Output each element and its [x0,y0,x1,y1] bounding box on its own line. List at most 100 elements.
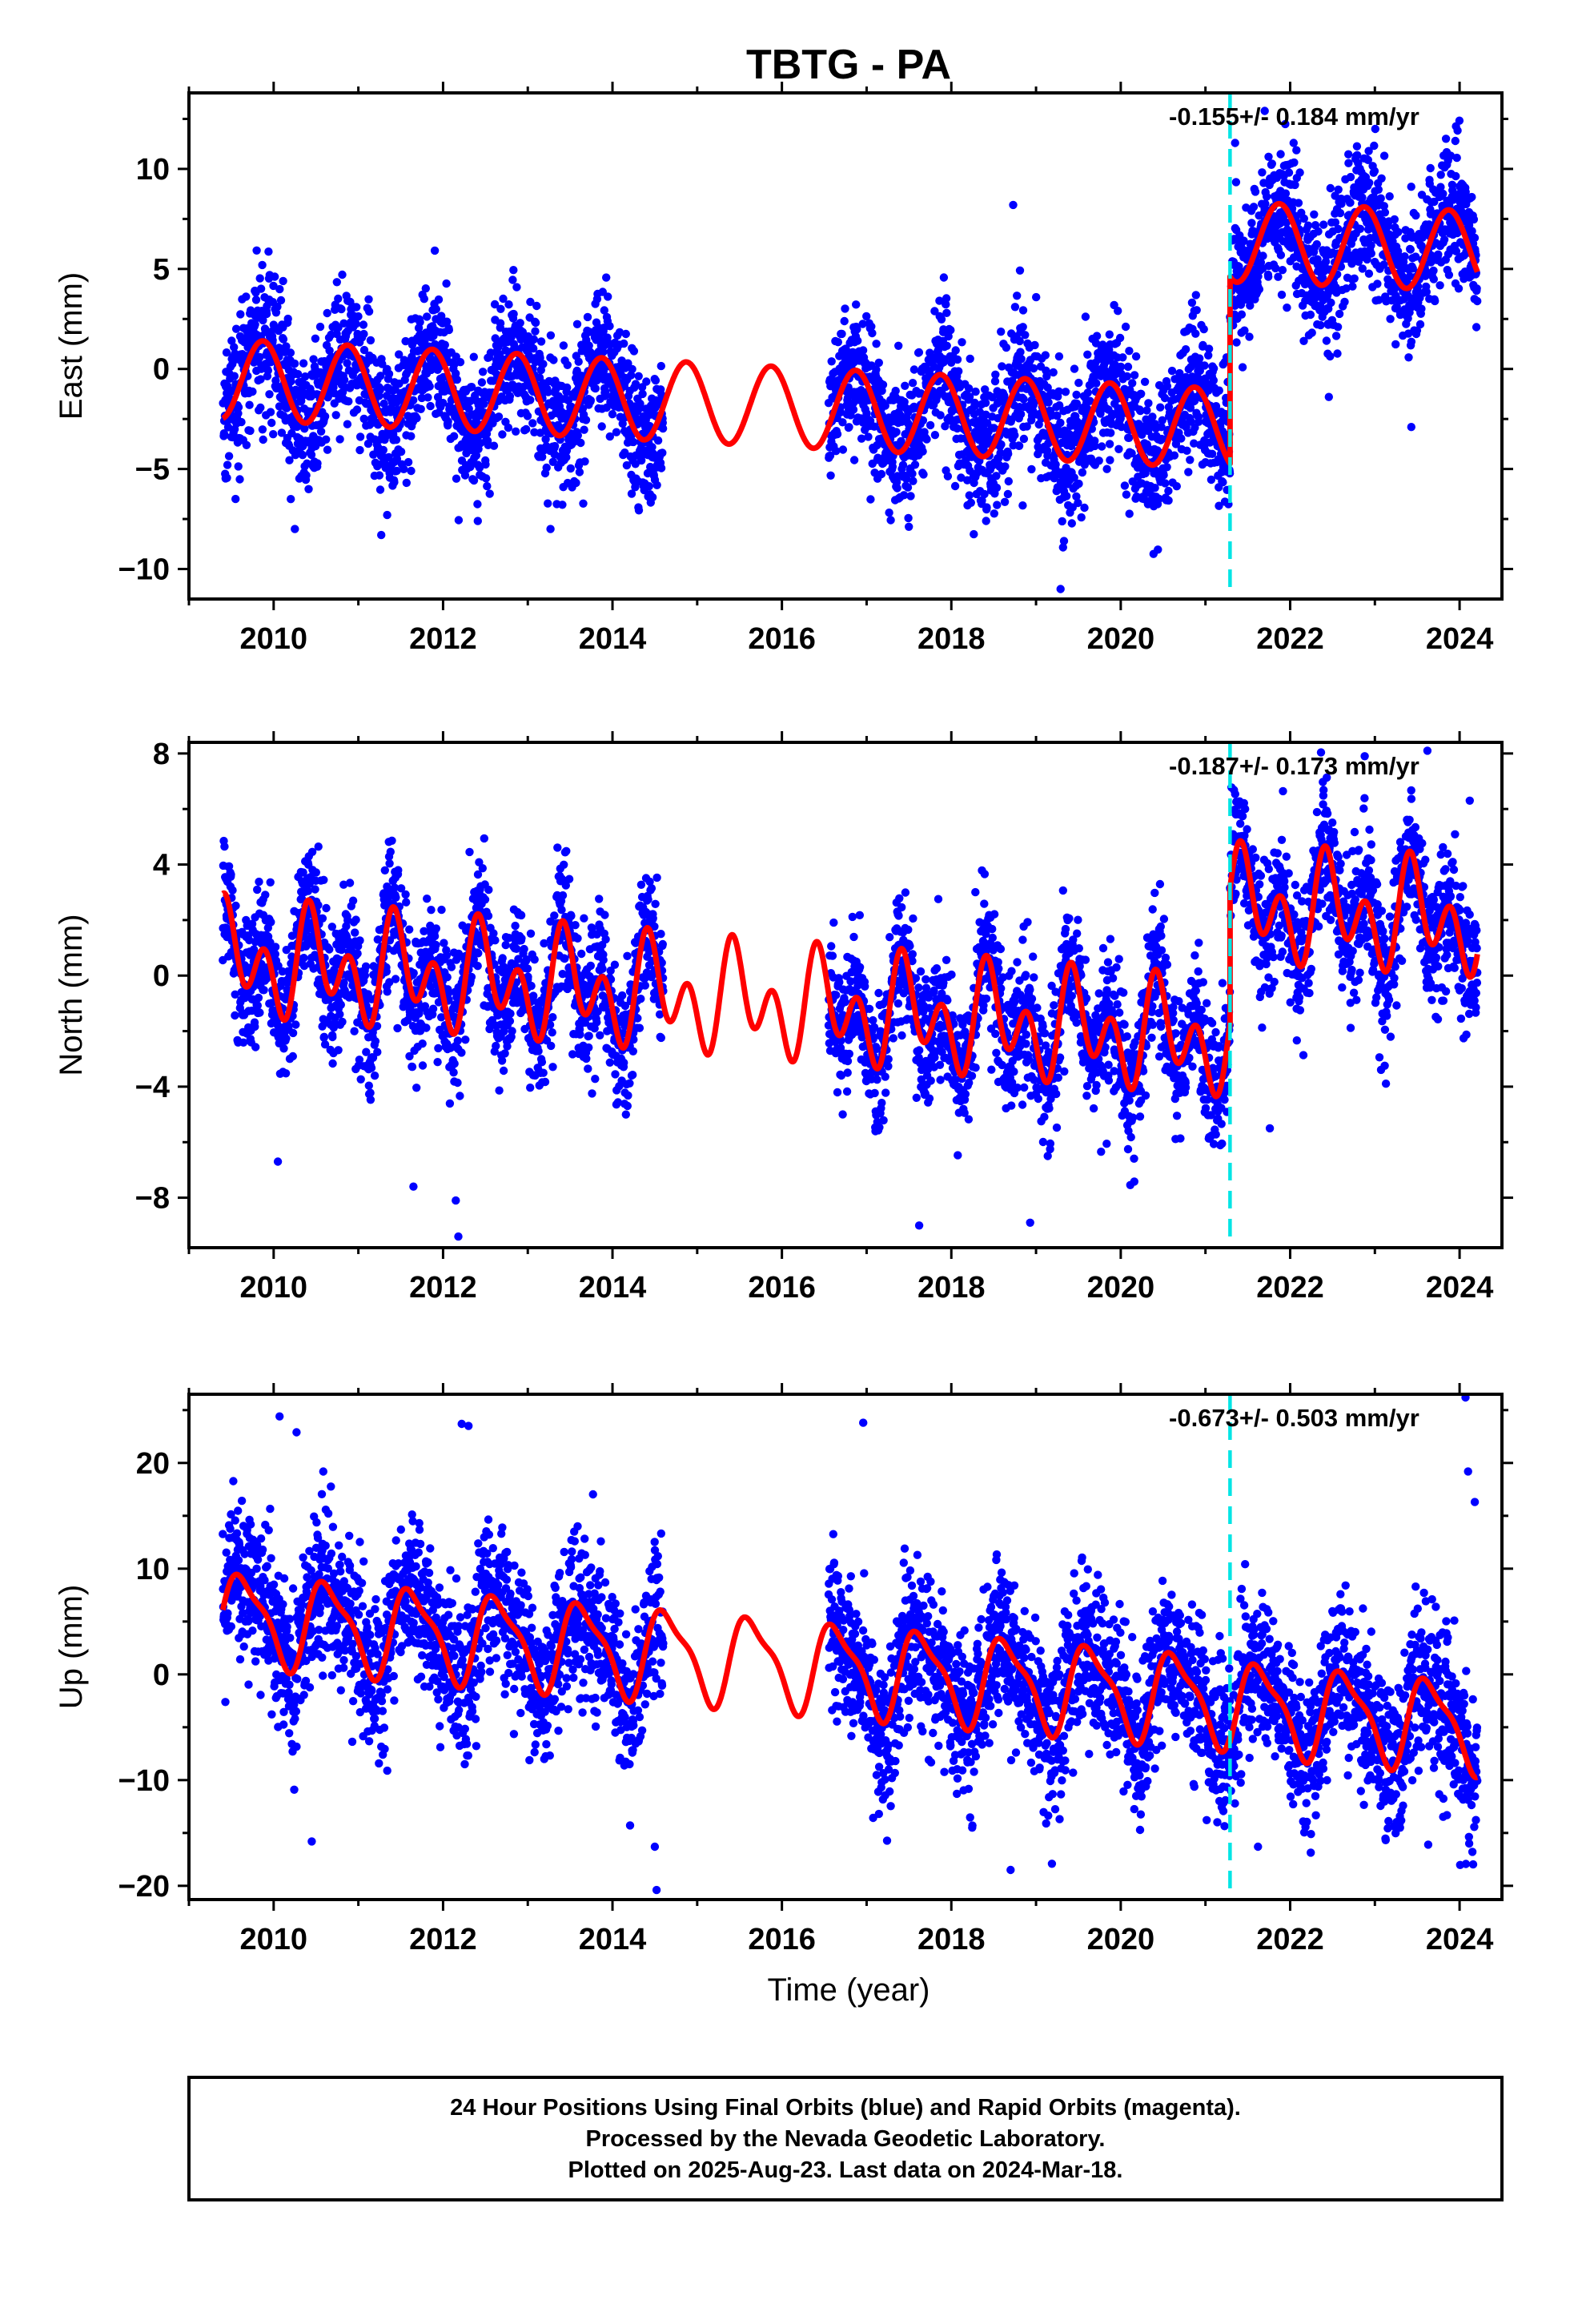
data-point [1043,383,1052,392]
data-point [849,456,859,464]
data-point [1106,456,1114,464]
data-point [1172,482,1182,491]
data-point [311,441,320,451]
x-tick-label: 2018 [917,622,986,656]
data-point [615,328,624,337]
data-point [287,495,295,504]
data-point [1452,153,1461,163]
data-point [957,473,966,482]
data-point [583,312,592,322]
data-point [1124,433,1134,442]
data-point [896,411,905,420]
data-point [941,422,950,431]
data-point [1122,372,1132,381]
data-point [919,470,928,479]
data-point [489,441,499,450]
data-point [328,1059,337,1068]
data-point [345,879,355,887]
data-point [356,1075,365,1084]
data-point [1344,150,1353,159]
data-point [966,498,976,507]
data-point [247,919,257,928]
data-point [939,273,949,282]
data-point [908,379,917,388]
data-point [1472,284,1481,293]
data-point [1105,440,1114,448]
data-point [616,412,624,421]
data-point [1295,168,1304,177]
data-point [1091,339,1101,348]
data-point [642,377,651,386]
data-point [1029,364,1038,373]
data-point [1192,306,1201,315]
data-point [237,417,246,427]
x-tick-label: 2016 [748,622,816,656]
data-point [375,471,384,480]
data-point [1154,494,1164,504]
data-point [651,376,661,385]
data-point [1331,332,1341,340]
data-point [516,319,524,328]
data-point [656,464,666,472]
data-point [228,886,237,895]
data-point [1215,386,1224,395]
data-point [901,381,909,390]
data-point [892,477,901,487]
data-point [978,496,986,505]
data-point [334,294,343,304]
data-point [405,1051,414,1061]
data-point [242,440,251,449]
data-point [277,428,287,437]
data-point [1136,406,1145,416]
data-point [1306,310,1315,320]
data-point [1452,247,1461,255]
data-point [1276,251,1286,259]
data-point [1238,363,1247,372]
data-point [230,372,239,380]
data-point [1118,353,1127,362]
y-tick-label: 5 [153,253,170,287]
data-point [1177,434,1186,443]
data-point [255,274,264,283]
data-point [539,360,548,368]
data-point [443,317,452,326]
data-point [1077,513,1086,522]
data-point [1415,320,1425,329]
data-point [827,357,836,366]
data-point [1058,543,1068,552]
data-point [868,328,877,338]
data-point [544,499,552,508]
data-point [906,492,915,501]
data-point [910,460,920,469]
data-point [970,529,978,539]
data-point [299,961,309,971]
data-point [947,358,956,367]
data-point [1021,331,1030,340]
data-point [1123,362,1133,372]
x-tick-label: 2012 [409,622,477,656]
data-point [396,884,406,893]
data-point [386,847,395,856]
data-point [1072,492,1081,501]
data-point [423,312,432,321]
data-point [1030,340,1039,350]
data-point [1204,351,1213,360]
data-point [338,270,347,279]
data-point [424,393,432,402]
data-point [1231,178,1241,187]
data-point [1000,497,1010,506]
data-point [1291,180,1299,190]
data-point [1125,509,1134,518]
data-point [220,431,229,440]
data-point [970,398,979,408]
data-point [562,452,571,462]
data-point [1340,297,1349,307]
data-point [359,320,368,329]
north-positions [219,746,1482,1241]
data-point [965,392,974,401]
data-point [1074,479,1083,489]
data-point [559,341,568,350]
data-point [256,284,266,293]
data-point [391,893,400,903]
data-point [355,936,364,945]
